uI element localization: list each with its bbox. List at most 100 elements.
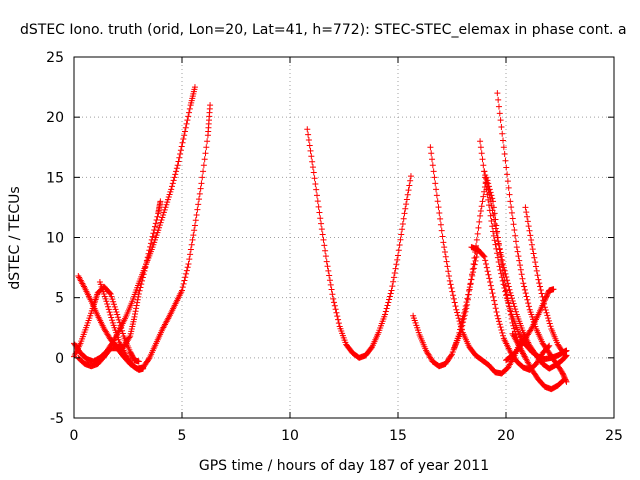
plus-marker-interp [468, 271, 475, 278]
plus-marker-interp [502, 270, 509, 277]
plus-marker-interp [525, 303, 532, 310]
plus-marker-interp [138, 281, 145, 288]
plus-marker-interp [199, 174, 206, 181]
y-tick-label: 20 [46, 110, 64, 126]
plus-marker-interp [456, 318, 463, 325]
plus-marker-interp [110, 298, 117, 305]
plus-marker-interp [187, 251, 194, 258]
plus-marker-interp [482, 257, 489, 264]
plus-marker-interp [200, 168, 207, 175]
plus-marker-interp [544, 312, 551, 319]
plus-marker-interp [177, 151, 184, 158]
plus-marker-interp [483, 260, 490, 267]
plus-marker-interp [195, 201, 202, 208]
plus-marker-interp [546, 320, 553, 327]
plus-marker-interp [436, 209, 443, 216]
plus-marker-interp [389, 283, 396, 290]
plus-marker-interp [437, 221, 444, 228]
plus-marker [343, 341, 350, 348]
plus-marker-interp [511, 226, 518, 233]
plus-marker-interp [479, 198, 486, 205]
plus-marker-interp [431, 174, 438, 181]
plus-marker-interp [149, 233, 156, 240]
plus-marker [541, 356, 548, 363]
plus-marker [96, 279, 103, 286]
plus-marker-interp [311, 175, 318, 182]
plus-marker [140, 365, 147, 372]
plus-marker-interp [485, 202, 492, 209]
plus-marker [533, 325, 540, 332]
plus-marker [440, 239, 447, 246]
plus-marker-interp [480, 252, 487, 259]
plus-marker [101, 353, 108, 360]
plus-marker [388, 287, 395, 294]
plus-marker-interp [175, 158, 182, 165]
plus-marker [120, 333, 127, 340]
plus-marker [453, 306, 460, 313]
plus-marker [546, 350, 553, 357]
y-axis-label: dSTEC / TECUs [7, 186, 23, 289]
plus-marker-interp [495, 259, 502, 266]
plus-marker-interp [468, 276, 475, 283]
plus-marker-interp [498, 327, 505, 334]
plus-marker-interp [477, 144, 484, 151]
plus-marker-interp [313, 186, 320, 193]
plus-marker-interp [328, 286, 335, 293]
plus-marker [509, 330, 516, 337]
plus-marker-interp [490, 293, 497, 300]
plus-marker-interp [495, 96, 502, 103]
plus-marker-interp [480, 162, 487, 169]
plus-marker-interp [391, 269, 398, 276]
plus-marker-interp [163, 201, 170, 208]
plus-marker-interp [394, 256, 401, 263]
plus-marker-interp [508, 209, 515, 216]
plus-marker [75, 273, 82, 280]
plus-marker-interp [494, 254, 501, 261]
plus-marker [522, 354, 529, 361]
plus-marker-interp [165, 194, 172, 201]
plus-marker-interp [133, 302, 140, 309]
plus-marker-interp [512, 238, 519, 245]
plus-marker-interp [443, 258, 450, 265]
plus-marker-interp [180, 135, 187, 142]
plus-marker [109, 319, 116, 326]
plus-marker-interp [487, 194, 494, 201]
plus-marker-interp [117, 322, 124, 329]
plus-marker [407, 173, 414, 180]
plus-marker-interp [187, 246, 194, 253]
plus-marker-interp [503, 274, 510, 281]
plus-marker-interp [118, 325, 125, 332]
plus-marker-interp [447, 281, 454, 288]
plus-marker [546, 365, 553, 372]
plus-marker [181, 132, 188, 139]
plus-marker [539, 360, 546, 367]
plus-marker-interp [185, 113, 192, 120]
plus-marker-interp [508, 311, 515, 318]
plus-marker-interp [459, 322, 466, 329]
plus-marker-interp [184, 264, 191, 271]
plus-marker-interp [152, 223, 158, 230]
plus-marker [554, 341, 561, 348]
plus-marker-interp [497, 249, 504, 256]
plus-marker-interp [399, 226, 406, 233]
plus-marker-interp [392, 265, 399, 272]
plus-marker-interp [197, 185, 204, 192]
plus-marker [83, 356, 90, 363]
plus-marker [561, 376, 568, 383]
plus-marker-interp [483, 175, 490, 182]
plus-marker-interp [108, 293, 115, 300]
plus-marker-interp [331, 302, 338, 309]
plus-marker-interp [505, 300, 512, 307]
plus-marker [513, 358, 520, 365]
plus-marker-interp [157, 219, 164, 226]
plus-marker-interp [176, 154, 183, 161]
plus-marker-interp [169, 183, 176, 190]
plus-marker [490, 228, 497, 235]
plus-marker-interp [506, 303, 513, 310]
plus-marker-interp [159, 214, 166, 221]
plus-marker-interp [307, 147, 314, 154]
plus-marker-interp [403, 201, 410, 208]
plus-marker-interp [188, 241, 195, 248]
plus-marker-interp [525, 300, 532, 307]
plus-marker [554, 352, 561, 359]
